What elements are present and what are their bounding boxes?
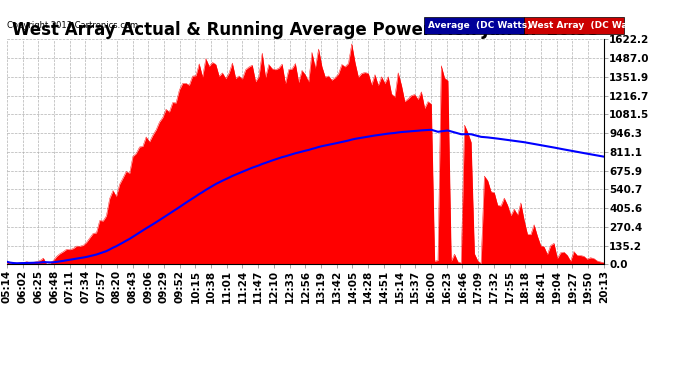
Text: West Array  (DC Watts): West Array (DC Watts) bbox=[528, 21, 646, 30]
Text: Average  (DC Watts): Average (DC Watts) bbox=[428, 21, 531, 30]
Title: West Array Actual & Running Average Power Mon Jun 17 20:33: West Array Actual & Running Average Powe… bbox=[12, 21, 599, 39]
Text: Copyright 2013 Cartronics.com: Copyright 2013 Cartronics.com bbox=[7, 21, 138, 30]
